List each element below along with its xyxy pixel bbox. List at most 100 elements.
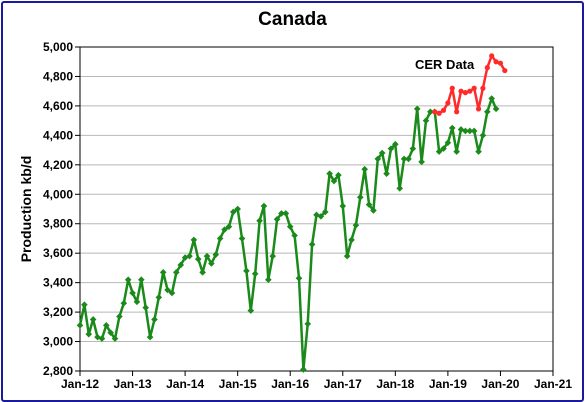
series-1-point: [502, 67, 508, 74]
series-0-point: [286, 223, 294, 230]
y-axis-ticks: 2,800 3,000 3,200 3,400 3,600 3,800 4,000 4,200…: [43, 40, 80, 378]
series-0-point: [387, 145, 395, 152]
series-1-point: [449, 85, 455, 91]
series-1-point: [436, 110, 442, 116]
series-0-point: [155, 294, 163, 301]
series-0-point: [85, 330, 93, 338]
series-1-point: [471, 85, 477, 91]
y-tick-label: 4,000: [43, 187, 73, 201]
series-0-point: [470, 127, 478, 135]
series-layer: [76, 53, 508, 373]
series-0-point: [273, 216, 281, 223]
series-0-point: [374, 155, 382, 163]
y-tick-label: 3,400: [43, 276, 73, 290]
series-0-point: [466, 127, 474, 135]
series-0-point: [418, 158, 425, 166]
series-1-point: [467, 88, 473, 94]
series-0-point: [348, 236, 355, 244]
y-tick-label: 2,800: [43, 364, 73, 378]
series-0-point: [383, 170, 390, 177]
x-axis-ticks: Jan-12 Jan-13 Jan-14 Jan-15 Jan-16 Jan-17 Jan-…: [61, 371, 572, 391]
annotation-cer-data: CER Data: [415, 57, 475, 72]
series-0-point: [282, 210, 290, 217]
series-0-point: [89, 316, 97, 323]
series-0-point: [365, 201, 373, 208]
series-0-point: [120, 299, 128, 307]
y-tick-label: 4,400: [43, 128, 73, 142]
series-0-point: [251, 270, 259, 278]
series-1-point: [432, 109, 438, 115]
series-0-point: [435, 148, 443, 155]
series-0-point: [392, 140, 399, 148]
y-tick-label: 4,600: [43, 99, 73, 113]
series-1-point: [489, 53, 495, 59]
series-0-point: [295, 274, 303, 282]
series-0-point: [138, 276, 145, 283]
series-0-point: [335, 171, 342, 179]
series-0-point: [440, 145, 447, 152]
series-0-point: [142, 304, 149, 311]
series-0-point: [216, 235, 224, 242]
series-0-point: [111, 335, 119, 342]
series-0-point: [300, 366, 307, 373]
series-0-point: [400, 155, 408, 163]
chart-title: Canada: [258, 9, 327, 30]
series-0-point: [291, 232, 298, 239]
series-1-point: [497, 60, 504, 66]
series-0-point: [396, 185, 404, 192]
series-0-point: [146, 333, 154, 341]
series-0-point: [124, 276, 132, 283]
series-0-point: [102, 322, 110, 329]
series-0-point: [234, 205, 241, 213]
x-tick-label: Jan-17: [324, 377, 362, 391]
series-0-point: [492, 105, 500, 113]
y-axis-label: Production kb/d: [18, 156, 34, 263]
series-0-point: [107, 329, 114, 337]
series-0-point: [98, 335, 106, 342]
series-0-point: [151, 316, 158, 323]
series-0-point: [247, 307, 255, 314]
series-0-point: [177, 261, 185, 269]
series-0-point: [116, 313, 123, 320]
series-0-point: [405, 155, 412, 163]
x-tick-label: Jan-13: [114, 377, 152, 391]
series-0-point: [479, 132, 487, 139]
series-0-point: [361, 165, 368, 173]
series-0-point: [448, 124, 456, 132]
x-tick-label: Jan-12: [61, 377, 99, 391]
series-0-point: [308, 241, 316, 248]
series-0-point: [260, 202, 268, 210]
x-tick-label: Jan-21: [534, 377, 572, 391]
series-0-point: [330, 177, 338, 185]
x-tick-label: Jan-19: [429, 377, 467, 391]
series-0-point: [221, 226, 228, 233]
series-0-point: [168, 289, 176, 297]
series-0-point: [475, 148, 482, 155]
series-1-point: [445, 100, 451, 106]
series-0-point: [413, 105, 421, 113]
series-0-line: [78, 97, 498, 371]
series-0-point: [129, 289, 136, 297]
series-0-point: [199, 269, 206, 276]
series-0-point: [229, 208, 237, 216]
x-tick-label: Jan-20: [481, 377, 519, 391]
series-0-point: [370, 207, 377, 214]
series-0-point: [164, 286, 171, 294]
series-0-point: [133, 298, 141, 306]
series-0-point: [484, 108, 491, 116]
series-0-point: [243, 267, 250, 275]
series-0-point: [269, 252, 277, 260]
series-0-point: [76, 322, 84, 329]
series-0-point: [339, 202, 347, 210]
y-tick-label: 3,200: [43, 305, 73, 319]
series-0-point: [457, 126, 465, 133]
series-0-point: [194, 255, 202, 263]
series-1-point: [454, 109, 460, 115]
plot-area: [79, 46, 554, 372]
y-tick-label: 3,800: [43, 217, 73, 231]
series-0-point: [159, 269, 167, 276]
series-0-point: [378, 149, 386, 157]
series-0-point: [304, 320, 312, 328]
y-tick-label: 4,200: [43, 158, 73, 172]
